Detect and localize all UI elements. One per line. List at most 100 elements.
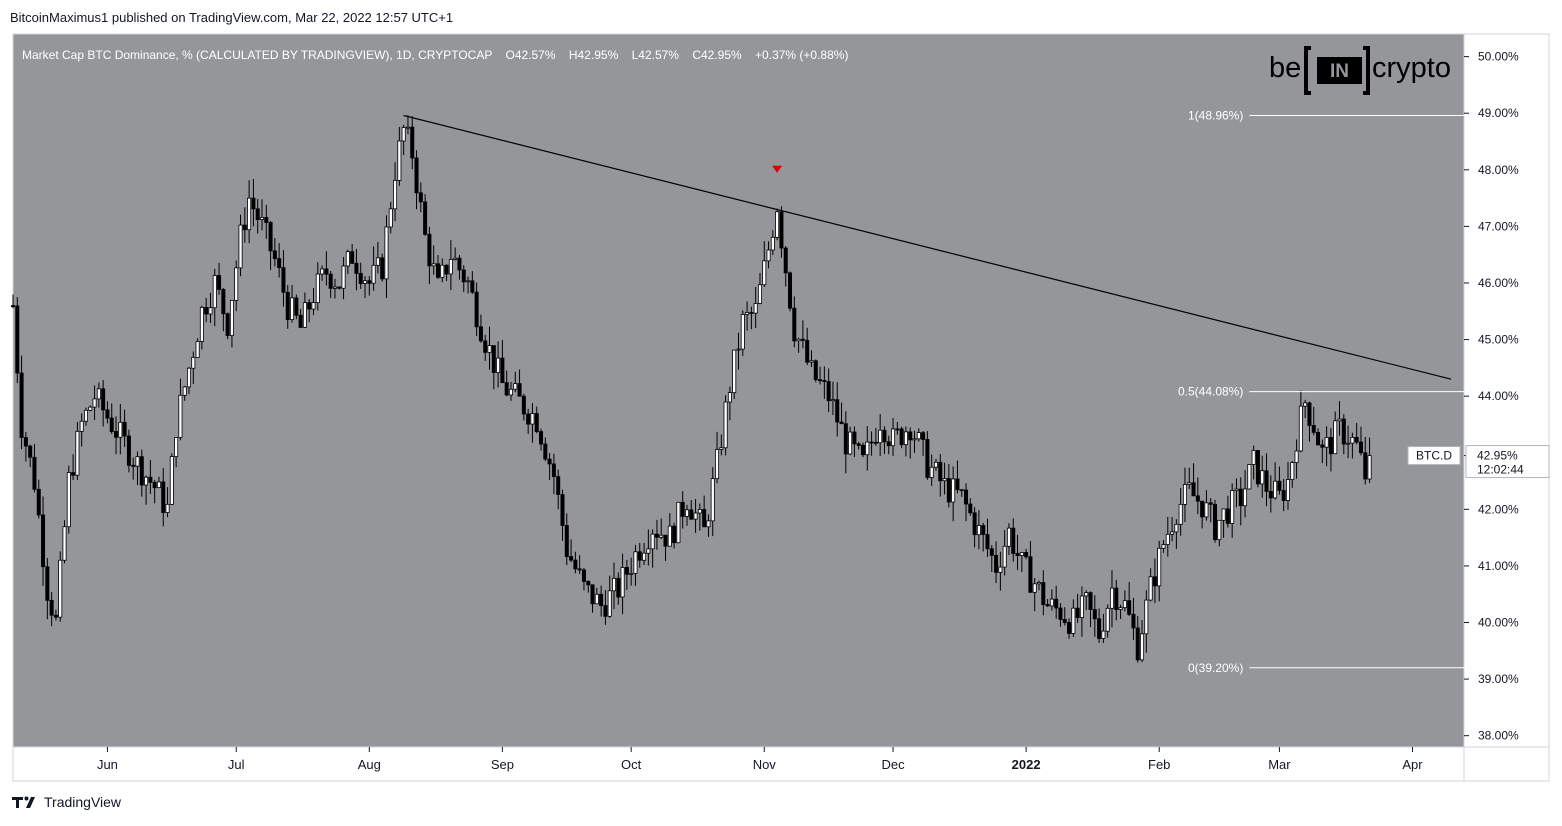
chart-pane[interactable] — [13, 34, 1464, 747]
candle-body-down — [1135, 627, 1140, 661]
candle-body-down — [1316, 432, 1321, 446]
candle-body-up — [118, 421, 123, 438]
candle-body-down — [478, 326, 483, 342]
candle-body-up — [1101, 630, 1106, 639]
candle-body-down — [569, 556, 574, 561]
candle-body-down — [457, 257, 462, 271]
candle-body-up — [332, 286, 337, 289]
candle-body-up — [466, 280, 471, 283]
symbol-tag-label: BTC.D — [1416, 449, 1452, 463]
candle-body-down — [1045, 604, 1050, 607]
candle-body-up — [976, 525, 981, 536]
candle-body-down — [45, 566, 50, 601]
candle-body-down — [860, 444, 865, 456]
price-axis[interactable] — [1464, 34, 1549, 747]
candle-body-up — [848, 431, 853, 455]
candle-body-up — [88, 406, 93, 411]
candle-body-down — [654, 533, 659, 538]
candle-body-down — [1354, 436, 1359, 443]
candle-body-up — [1079, 595, 1084, 619]
candle-body-down — [869, 441, 874, 444]
candle-body-down — [483, 340, 488, 353]
candle-body-down — [547, 458, 552, 465]
candle-body-down — [1114, 587, 1119, 610]
candle-body-down — [285, 291, 290, 320]
candle-body-down — [856, 443, 861, 446]
candle-body-up — [1118, 607, 1123, 610]
tradingview-logo-icon — [12, 796, 35, 808]
candle-body-down — [217, 275, 222, 290]
candle-body-down — [161, 481, 166, 513]
candle-body-down — [981, 525, 986, 535]
candle-body-up — [1324, 437, 1329, 448]
candle-body-down — [1075, 607, 1080, 619]
open-value: 42.57% — [515, 48, 556, 62]
candle-body-up — [706, 520, 711, 528]
candle-body-up — [1032, 583, 1037, 593]
candle-body-down — [122, 421, 127, 437]
candle-body-up — [1049, 598, 1054, 607]
logo-text-crypto: crypto — [1372, 52, 1451, 84]
candle-body-down — [560, 494, 565, 526]
candle-body-up — [191, 356, 196, 369]
candle-body-down — [822, 380, 827, 382]
candle-body-up — [1144, 599, 1149, 635]
candle-body-up — [208, 307, 213, 315]
candle-body-down — [968, 503, 973, 514]
candle-body-up — [1071, 607, 1076, 634]
candle-body-down — [221, 289, 226, 315]
candle-body-down — [1054, 598, 1059, 609]
candle-body-up — [290, 297, 295, 320]
chart-header: Market Cap BTC Dominance, % (CALCULATED … — [22, 48, 848, 62]
candle-body-up — [487, 345, 492, 353]
candle-body-up — [1298, 405, 1303, 452]
last-price-box — [1465, 445, 1550, 479]
tradingview-brand-label: TradingView — [44, 794, 122, 810]
candle-body-up — [363, 280, 368, 284]
candle-body-up — [384, 226, 389, 280]
x-tick-label: Sep — [491, 757, 514, 772]
publish-attribution: BitcoinMaximus1 published on TradingView… — [10, 10, 454, 25]
candle-body-up — [753, 303, 758, 314]
candle-body-up — [697, 509, 702, 514]
candle-body-up — [234, 267, 239, 301]
candle-body-down — [105, 409, 110, 419]
candle-body-down — [251, 197, 256, 210]
candle-body-up — [397, 140, 402, 181]
candle-body-up — [393, 180, 398, 210]
candle-body-down — [603, 605, 608, 617]
candle-body-down — [818, 379, 823, 382]
candle-body-up — [144, 476, 149, 486]
candle-body-down — [152, 482, 157, 489]
candle-body-up — [757, 284, 762, 304]
candle-body-up — [1337, 418, 1342, 422]
candle-body-up — [770, 236, 775, 251]
candle-body-up — [775, 211, 780, 238]
x-tick-label: Aug — [358, 757, 381, 772]
y-tick-label: 40.00% — [1478, 616, 1519, 630]
candle-body-down — [624, 567, 629, 575]
candle-body-down — [989, 548, 994, 556]
candle-body-down — [298, 314, 303, 328]
candle-body-up — [187, 367, 192, 388]
candle-body-up — [440, 264, 445, 278]
candle-body-down — [1225, 508, 1230, 524]
candle-body-down — [504, 382, 509, 396]
candle-body-down — [1092, 609, 1097, 620]
candle-body-down — [843, 423, 848, 455]
close-label: C — [692, 48, 701, 62]
candle-body-down — [1277, 480, 1282, 491]
tradingview-footer[interactable]: TradingView — [12, 794, 121, 810]
time-axis[interactable] — [13, 747, 1464, 781]
candle-body-up — [341, 265, 346, 289]
candle-body-up — [1002, 545, 1007, 568]
candle-body-down — [800, 338, 805, 341]
candle-body-down — [500, 357, 505, 384]
candle-body-up — [182, 386, 187, 396]
candle-body-up — [736, 348, 741, 351]
candle-body-down — [101, 388, 106, 411]
candle-body-down — [148, 476, 153, 483]
candle-body-down — [1041, 582, 1046, 605]
candle-body-up — [650, 533, 655, 550]
